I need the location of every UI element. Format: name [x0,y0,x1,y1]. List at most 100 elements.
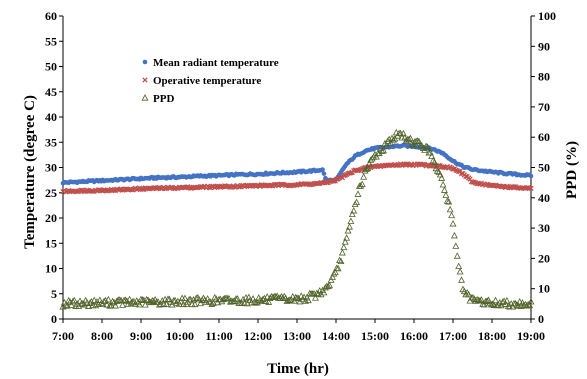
data-point [239,295,247,303]
data-point [102,296,110,304]
data-point [411,138,419,145]
x-tick-label: 15:00 [361,329,389,343]
data-point [233,295,241,302]
data-point [480,300,488,308]
data-point [326,281,334,289]
left-axis-ticks: 0 5 10 15 20 25 30 35 40 45 50 55 60 [45,9,63,326]
right-axis-title: PPD (%) [564,141,580,199]
data-point [516,297,524,305]
data-point [191,300,199,308]
data-point [357,182,365,189]
data-point [90,296,98,304]
data-point [476,297,484,304]
data-point [334,176,340,182]
data-point [121,296,129,303]
data-point [236,184,242,190]
data-point [424,143,431,150]
data-point [311,294,319,301]
data-point [503,296,511,304]
data-point [385,135,393,143]
x-axis-title: Time (hr) [267,361,329,377]
data-point [141,301,149,308]
legend-entry: PPD [141,93,174,105]
data-point [403,161,409,167]
data-point [463,173,469,180]
data-point [438,174,446,181]
data-point [469,293,477,301]
data-point [343,234,351,241]
data-point [453,167,459,173]
data-point [458,276,465,283]
left-tick-label: 55 [45,34,57,48]
data-point [426,148,434,156]
data-point [141,94,149,101]
data-point [328,273,336,280]
data-point [105,188,112,194]
data-point [101,187,107,193]
x-tick-label: 11:00 [205,329,232,343]
data-point [113,297,121,304]
data-point [364,164,372,171]
right-tick-label: 30 [538,221,550,235]
data-point [527,297,535,305]
x-tick-label: 9:00 [130,329,152,343]
legend-label: Mean radiant temperature [153,57,279,69]
data-point [441,186,448,193]
data-point [197,299,205,307]
data-point [320,288,328,296]
data-point [136,300,144,308]
data-point [465,290,473,298]
data-point [387,139,395,147]
data-point [513,301,521,308]
data-point [205,297,213,305]
data-point [262,297,270,304]
x-tick-label: 12:00 [244,329,272,343]
x-tick-label: 10:00 [166,329,194,343]
data-point [59,303,67,310]
data-point [263,293,271,300]
data-point [137,295,145,303]
right-tick-label: 90 [538,39,550,53]
legend-entry: Operative temperature [142,75,261,87]
data-point [428,152,436,159]
data-point [214,183,221,189]
data-point [81,188,87,195]
data-point [111,187,117,194]
x-tick-label: 17:00 [439,329,467,343]
x-tick-label: 19:00 [517,329,545,343]
data-point [112,302,119,309]
data-point [336,256,344,264]
data-point [455,262,463,270]
left-tick-label: 25 [45,186,57,200]
data-point [340,243,348,251]
data-point [92,301,100,309]
data-point [406,134,414,142]
data-point [107,301,115,309]
left-tick-label: 0 [51,312,57,326]
data-point [353,198,361,206]
data-point [431,158,439,165]
data-point [504,183,510,189]
data-point [172,299,180,306]
right-tick-label: 60 [538,130,550,144]
x-tick-label: 14:00 [322,329,350,343]
data-point [104,295,112,303]
left-tick-label: 20 [45,211,57,225]
data-point [283,297,291,304]
data-point [526,301,534,309]
left-tick-label: 50 [45,60,57,74]
data-point [192,294,200,302]
x-tick-label: 18:00 [478,329,506,343]
data-point [87,297,95,305]
data-point [409,141,417,149]
legend-entry: Mean radiant temperature [142,57,279,69]
legend-label: PPD [153,93,174,105]
legend: Mean radiant temperature Operative temper… [141,57,279,105]
data-point [168,301,176,308]
data-point [317,290,325,298]
left-tick-label: 10 [45,262,57,276]
data-point [177,297,185,305]
data-point [70,296,78,304]
data-point [528,185,534,192]
data-point [452,242,460,249]
